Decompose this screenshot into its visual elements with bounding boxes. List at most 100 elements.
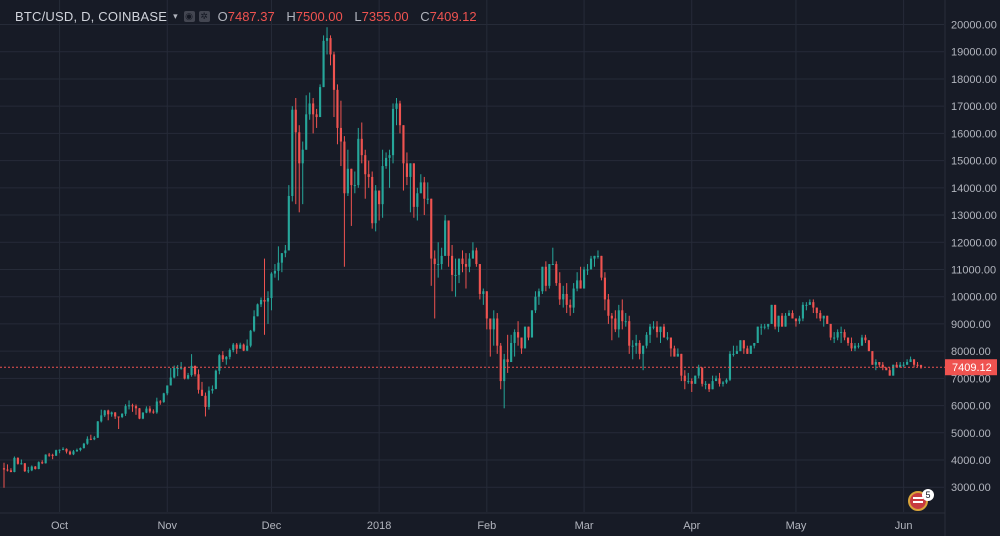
candle-body-down xyxy=(152,411,155,413)
candle-body-up xyxy=(395,103,398,109)
candle-body-up xyxy=(127,405,131,407)
candle-body-down xyxy=(864,337,867,341)
candle-body-up xyxy=(124,406,127,414)
candle-body-down xyxy=(815,307,818,314)
candle-body-down xyxy=(878,362,881,365)
candle-body-up xyxy=(426,198,429,200)
candle-body-up xyxy=(162,393,165,403)
candle-body-up xyxy=(273,270,277,274)
candle-body-up xyxy=(482,291,485,294)
candle-body-up xyxy=(530,310,534,338)
symbol-title[interactable]: BTC/USD, D, COINBASE xyxy=(15,8,168,24)
candle-body-down xyxy=(68,451,72,455)
candle-body-down xyxy=(485,291,488,319)
candle-body-up xyxy=(444,220,447,256)
candle-body-up xyxy=(909,359,912,363)
us-flag-icon[interactable]: 5 xyxy=(908,489,934,511)
candle-body-down xyxy=(871,351,874,365)
candle-body-up xyxy=(732,353,735,355)
candle-body-up xyxy=(836,332,839,338)
candle-body-up xyxy=(249,330,252,346)
candle-body-down xyxy=(405,163,409,177)
candle-body-down xyxy=(600,255,603,278)
candle-body-up xyxy=(725,379,728,383)
y-tick-label: 14000.00 xyxy=(951,183,997,195)
candle-body-up xyxy=(808,302,811,305)
candle-body-down xyxy=(683,375,686,382)
candle-body-down xyxy=(638,342,641,354)
candle-body-down xyxy=(315,114,318,118)
candle-body-up xyxy=(141,412,145,419)
low-label: L xyxy=(354,8,362,24)
candle-body-down xyxy=(51,454,54,456)
candle-body-up xyxy=(416,193,419,207)
candle-body-down xyxy=(544,266,547,286)
candle-body-up xyxy=(631,345,634,347)
candle-body-down xyxy=(791,313,794,319)
candle-body-up xyxy=(72,451,75,455)
candle-body-down xyxy=(433,258,436,265)
candle-body-up xyxy=(211,388,214,391)
candle-body-down xyxy=(6,469,9,471)
candle-body-up xyxy=(676,353,679,357)
x-tick-label: Dec xyxy=(262,520,282,532)
candle-body-down xyxy=(867,340,870,352)
candle-body-down xyxy=(742,340,745,349)
candle-body-up xyxy=(301,149,304,164)
settings-icon[interactable]: ✲ xyxy=(198,10,210,22)
candle-body-up xyxy=(96,421,99,438)
candle-body-up xyxy=(523,326,527,349)
candle-body-down xyxy=(329,38,332,55)
candle-body-up xyxy=(749,345,752,354)
candle-body-up xyxy=(902,364,905,366)
visibility-icon[interactable]: ◉ xyxy=(183,10,195,22)
candle-body-down xyxy=(881,364,884,368)
last-price-tag xyxy=(945,359,997,376)
candle-body-down xyxy=(603,277,606,300)
candle-body-up xyxy=(860,337,864,346)
candle-body-up xyxy=(853,345,857,349)
candle-body-down xyxy=(607,299,610,316)
candle-body-up xyxy=(735,351,738,354)
candle-body-up xyxy=(357,138,360,186)
candle-body-up xyxy=(409,163,412,177)
y-tick-label: 12000.00 xyxy=(951,237,997,249)
candle-body-down xyxy=(794,318,798,322)
candle-body-up xyxy=(760,326,763,328)
candle-body-down xyxy=(478,264,481,294)
candle-body-up xyxy=(190,365,193,376)
candle-body-down xyxy=(812,302,815,308)
candle-body-down xyxy=(669,337,672,349)
candle-body-down xyxy=(360,138,363,156)
candle-body-up xyxy=(756,326,759,343)
candle-body-up xyxy=(319,87,322,118)
candle-body-up xyxy=(721,382,725,384)
candle-body-down xyxy=(412,163,415,207)
low-value: 7355.00 xyxy=(361,8,409,24)
candle-body-up xyxy=(798,318,801,322)
candle-body-down xyxy=(343,141,346,194)
x-tick-label: May xyxy=(786,520,807,532)
candle-body-up xyxy=(840,332,843,334)
candle-body-down xyxy=(829,323,832,338)
candle-body-down xyxy=(746,348,749,354)
candle-body-up xyxy=(176,368,179,370)
symbol-dropdown-caret-icon[interactable]: ▾ xyxy=(173,10,178,21)
candle-body-up xyxy=(256,304,259,317)
candle-body-down xyxy=(200,389,204,396)
candle-body-down xyxy=(378,190,381,205)
x-tick-label: Oct xyxy=(51,520,68,532)
notification-count: 5 xyxy=(922,489,934,501)
candle-body-up xyxy=(325,38,329,41)
candle-body-up xyxy=(510,342,513,363)
candle-body-up xyxy=(822,315,825,319)
candle-body-down xyxy=(655,326,659,333)
candle-body-down xyxy=(298,132,301,164)
candle-body-up xyxy=(753,342,756,346)
candle-body-up xyxy=(270,273,273,299)
last-price-label: 7409.12 xyxy=(952,362,992,374)
candle-body-down xyxy=(621,310,624,322)
candle-body-up xyxy=(287,195,290,251)
